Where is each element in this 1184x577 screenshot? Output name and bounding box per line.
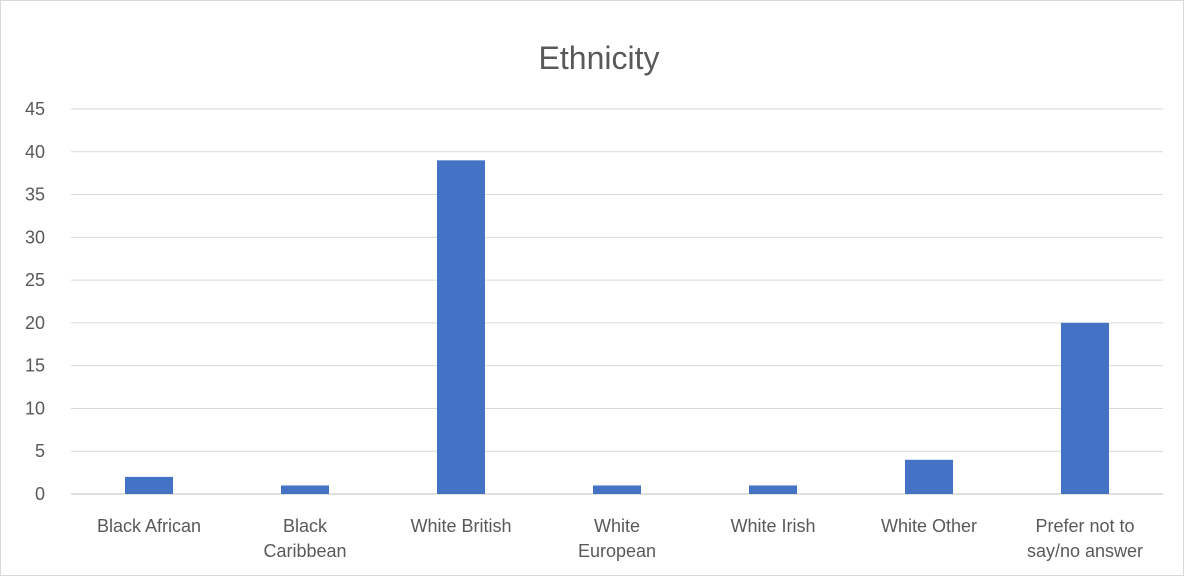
y-tick-label: 5 [35, 441, 45, 461]
bars [125, 160, 1109, 495]
x-tick-label: Black African [97, 516, 201, 536]
x-tick-label: White Irish [730, 516, 815, 536]
y-axis-tick-labels: 0 5 10 15 20 25 30 35 40 45 [25, 99, 45, 504]
y-tick-label: 15 [25, 356, 45, 376]
y-tick-label: 30 [25, 227, 45, 247]
y-tick-label: 10 [25, 398, 45, 418]
bar [281, 485, 329, 494]
bar [905, 459, 953, 494]
x-tick-label: White Other [881, 516, 977, 536]
y-tick-label: 20 [25, 313, 45, 333]
bar [749, 485, 797, 494]
y-tick-label: 25 [25, 270, 45, 290]
bar [593, 485, 641, 494]
x-tick-label: Prefer not to say/no answer [1027, 516, 1143, 561]
y-tick-label: 40 [25, 142, 45, 162]
y-tick-label: 45 [25, 99, 45, 119]
x-tick-label: White British [410, 516, 511, 536]
gridlines [71, 108, 1163, 495]
bar [437, 160, 485, 495]
x-tick-label: Black Caribbean [263, 516, 346, 561]
y-tick-label: 35 [25, 185, 45, 205]
y-tick-label: 0 [35, 484, 45, 504]
bar [125, 476, 173, 494]
chart-title: Ethnicity [539, 40, 660, 76]
x-tick-label: White European [578, 516, 656, 561]
bar [1061, 322, 1109, 494]
x-axis-tick-labels: Black African Black Caribbean White British… [97, 516, 1143, 561]
